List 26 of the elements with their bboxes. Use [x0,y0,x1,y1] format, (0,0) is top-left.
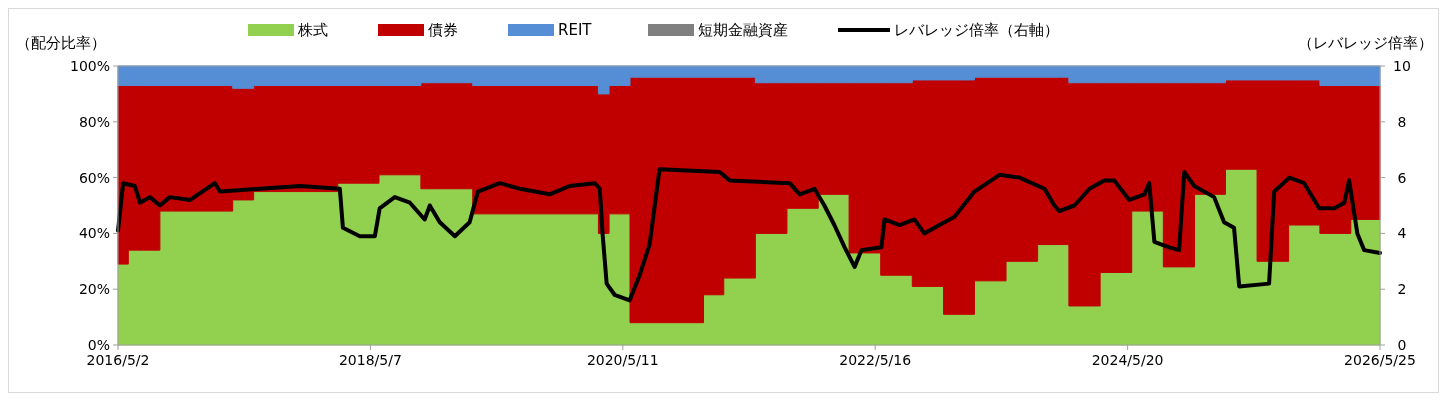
legend-label: 債券 [428,21,458,39]
y2-tick-label: 8 [1397,113,1407,130]
legend-label: REIT [558,21,593,39]
x-tick-label: 2024/5/20 [1091,352,1164,368]
line-series [116,167,1382,303]
y2-tick-label: 2 [1397,281,1407,298]
y2-axis-title: （レバレッジ倍率） [1298,34,1433,52]
x-tick-label: 2020/5/11 [586,352,659,368]
y-tick-label: 80% [78,113,110,130]
y-axis-title: （配分比率） [16,34,106,52]
y2-tick-label: 4 [1397,225,1407,242]
y2-tick-label: 10 [1393,58,1411,74]
x-tick-label: 2018/5/7 [338,352,402,368]
legend-label: 株式 [297,21,328,39]
x-tick-label: 2026/5/25 [1344,352,1416,368]
y-tick-label: 0% [87,337,110,353]
y2-tick-label: 0 [1397,337,1407,353]
legend-label: レバレッジ倍率（右軸） [894,21,1059,39]
y-tick-label: 40% [78,225,110,242]
legend-label: 短期金融資産 [698,21,788,39]
y2-tick-label: 6 [1397,169,1407,186]
y-tick-label: 20% [78,281,110,298]
y-tick-label: 60% [78,169,110,186]
y-tick-label: 100% [69,58,110,74]
x-tick-label: 2016/5/2 [86,352,150,368]
x-tick-label: 2022/5/16 [839,352,912,368]
